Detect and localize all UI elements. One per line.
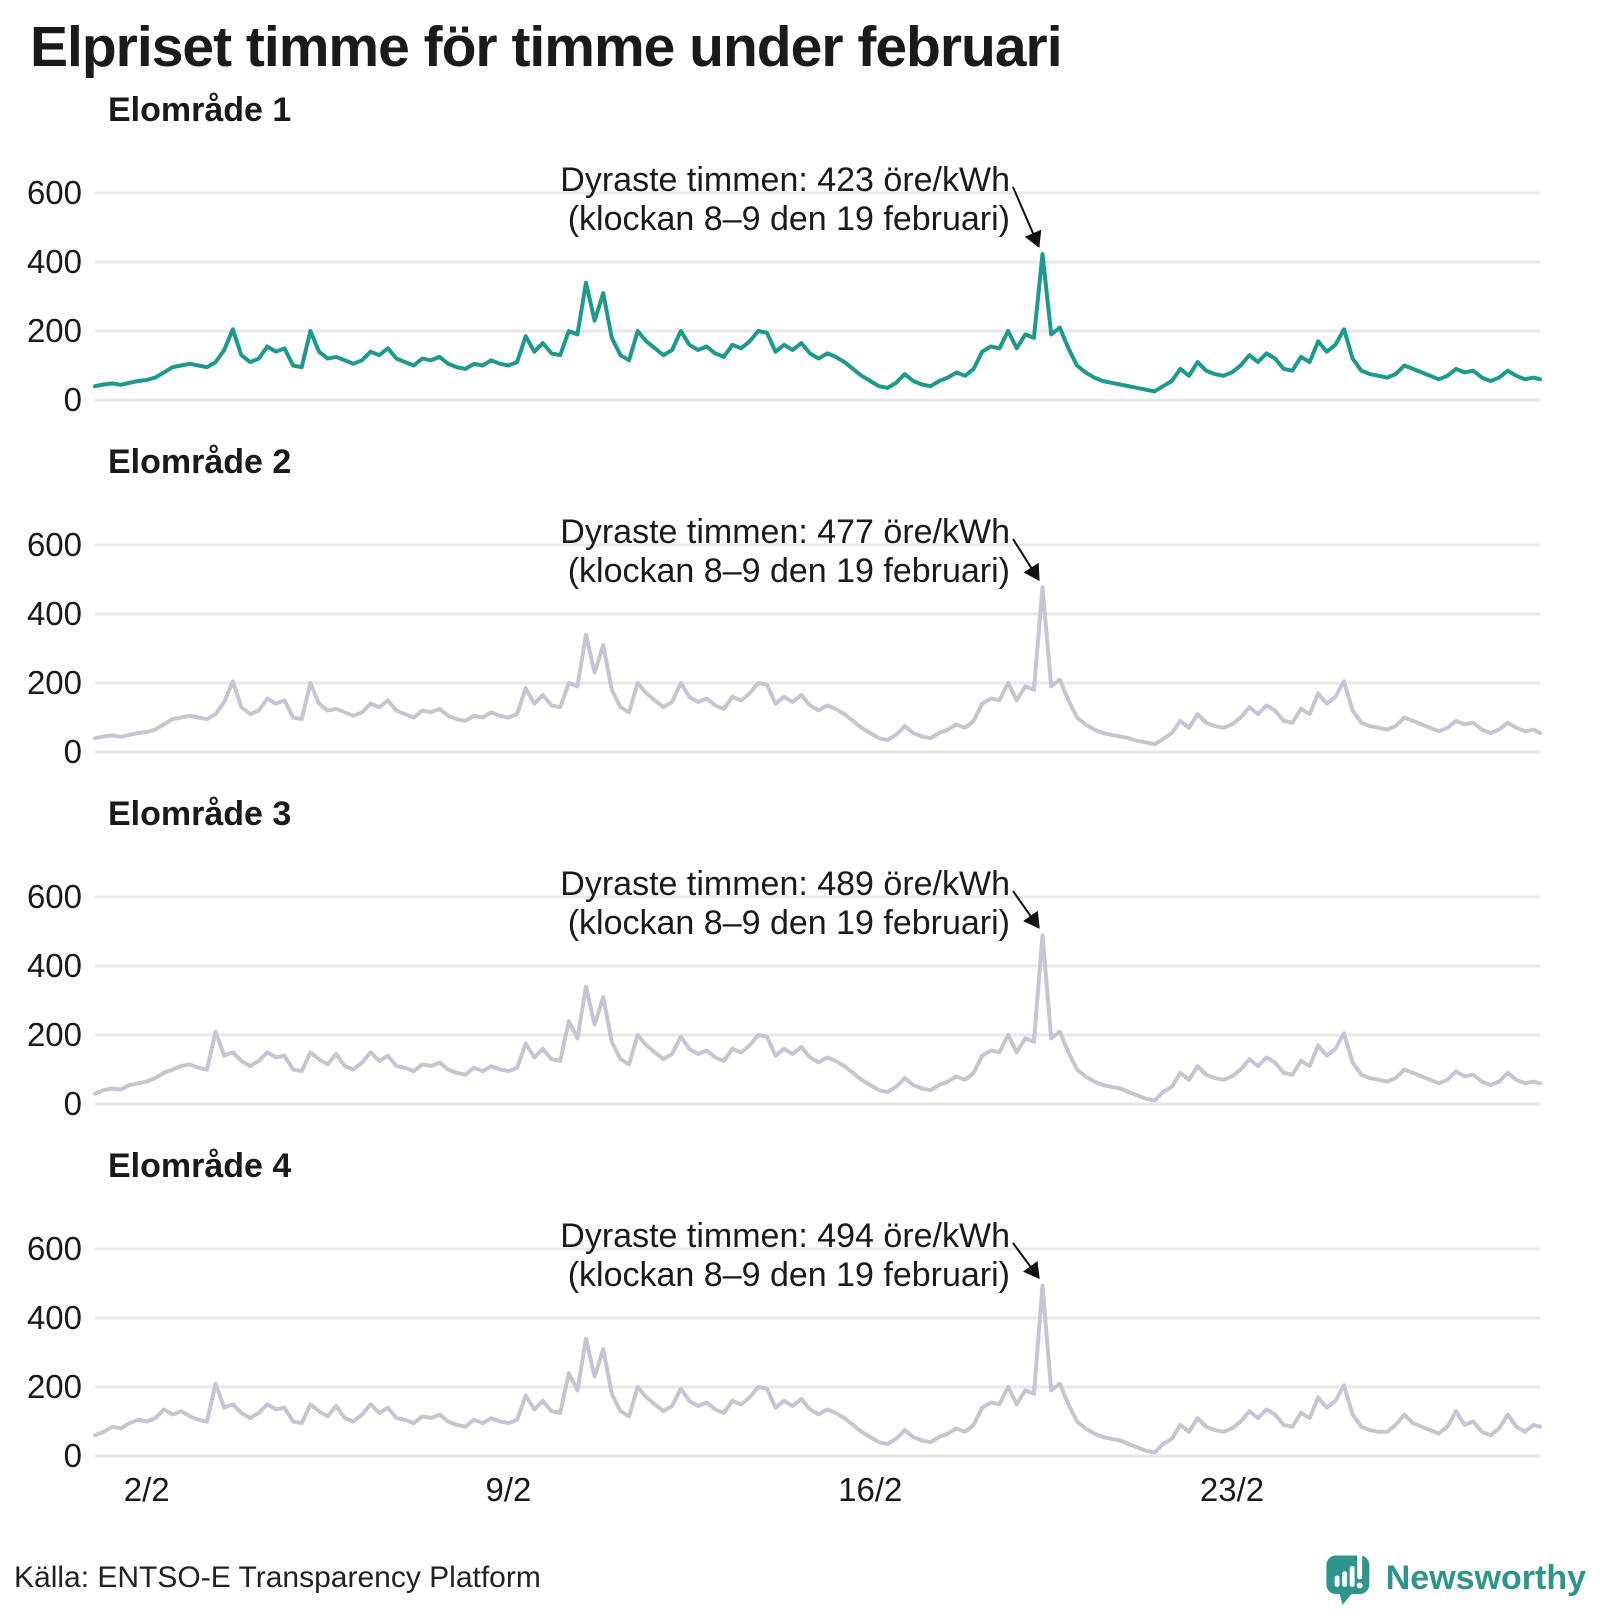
svg-text:0: 0: [64, 381, 82, 418]
svg-text:0: 0: [64, 1085, 82, 1122]
brand-name: Newsworthy: [1385, 1558, 1586, 1597]
svg-text:400: 400: [27, 947, 82, 984]
svg-text:600: 600: [27, 526, 82, 563]
panel-title: Elområde 4: [108, 1146, 292, 1185]
annotation-max-time: (klockan 8–9 den 19 februari): [568, 200, 1010, 238]
line-chart-elomrade-1: 0 200 400 600 Dyraste timmen: 423 öre/kWh (…: [27, 161, 1542, 418]
svg-text:200: 200: [27, 1016, 82, 1053]
line-chart-elomrade-3: 0 200 400 600 Dyraste timmen: 489 öre/kWh (…: [27, 865, 1542, 1122]
svg-text:400: 400: [27, 1299, 82, 1336]
footer: Källa: ENTSO-E Transparency Platform New…: [14, 1548, 1586, 1608]
svg-text:9/2: 9/2: [486, 1471, 532, 1508]
panel-title: Elområde 3: [108, 794, 292, 833]
svg-text:600: 600: [27, 878, 82, 915]
svg-text:0: 0: [64, 1437, 82, 1474]
newsworthy-brand: Newsworthy: [1324, 1549, 1586, 1607]
annotation-max-price: Dyraste timmen: 489 öre/kWh: [560, 865, 1010, 903]
chart-panel-elomrade-1: Elområde 1 0 200 400 600 Dyraste timmen: 42…: [0, 79, 1600, 431]
annotation-max-time: (klockan 8–9 den 19 februari): [568, 1256, 1010, 1294]
svg-text:600: 600: [27, 1230, 82, 1267]
svg-text:16/2: 16/2: [838, 1471, 902, 1508]
svg-text:23/2: 23/2: [1200, 1471, 1264, 1508]
svg-text:200: 200: [27, 1368, 82, 1405]
chart-panel-elomrade-2: Elområde 2 0 200 400 600 Dyraste timmen: 47…: [0, 431, 1600, 783]
source-text: Källa: ENTSO-E Transparency Platform: [14, 1561, 541, 1594]
panel-title: Elområde 1: [108, 90, 292, 129]
annotation-max-time: (klockan 8–9 den 19 februari): [568, 552, 1010, 590]
panel-title: Elområde 2: [108, 442, 292, 481]
svg-text:400: 400: [27, 595, 82, 632]
svg-text:2/2: 2/2: [124, 1471, 170, 1508]
svg-text:200: 200: [27, 312, 82, 349]
annotation-max-price: Dyraste timmen: 423 öre/kWh: [560, 161, 1010, 199]
newsworthy-logo-icon: [1326, 1549, 1370, 1605]
annotation-max-price: Dyraste timmen: 477 öre/kWh: [560, 513, 1010, 551]
line-chart-elomrade-2: 0 200 400 600 Dyraste timmen: 477 öre/kWh (…: [27, 513, 1542, 770]
svg-text:0: 0: [64, 733, 82, 770]
chart-panel-elomrade-3: Elområde 3 0 200 400 600 Dyraste timmen: 48…: [0, 783, 1600, 1135]
svg-text:600: 600: [27, 174, 82, 211]
annotation-max-time: (klockan 8–9 den 19 februari): [568, 904, 1010, 942]
chart-panel-elomrade-4: Elområde 4 0 200 400 600 2/2 9/2 16/2 23/2 Dyra…: [0, 1135, 1600, 1527]
svg-text:400: 400: [27, 243, 82, 280]
page-title: Elpriset timme för timme under februari: [30, 15, 1063, 79]
annotation-max-price: Dyraste timmen: 494 öre/kWh: [560, 1217, 1010, 1255]
svg-text:200: 200: [27, 664, 82, 701]
line-chart-elomrade-4: 0 200 400 600 2/2 9/2 16/2 23/2 Dyraste timmen:…: [27, 1217, 1542, 1508]
